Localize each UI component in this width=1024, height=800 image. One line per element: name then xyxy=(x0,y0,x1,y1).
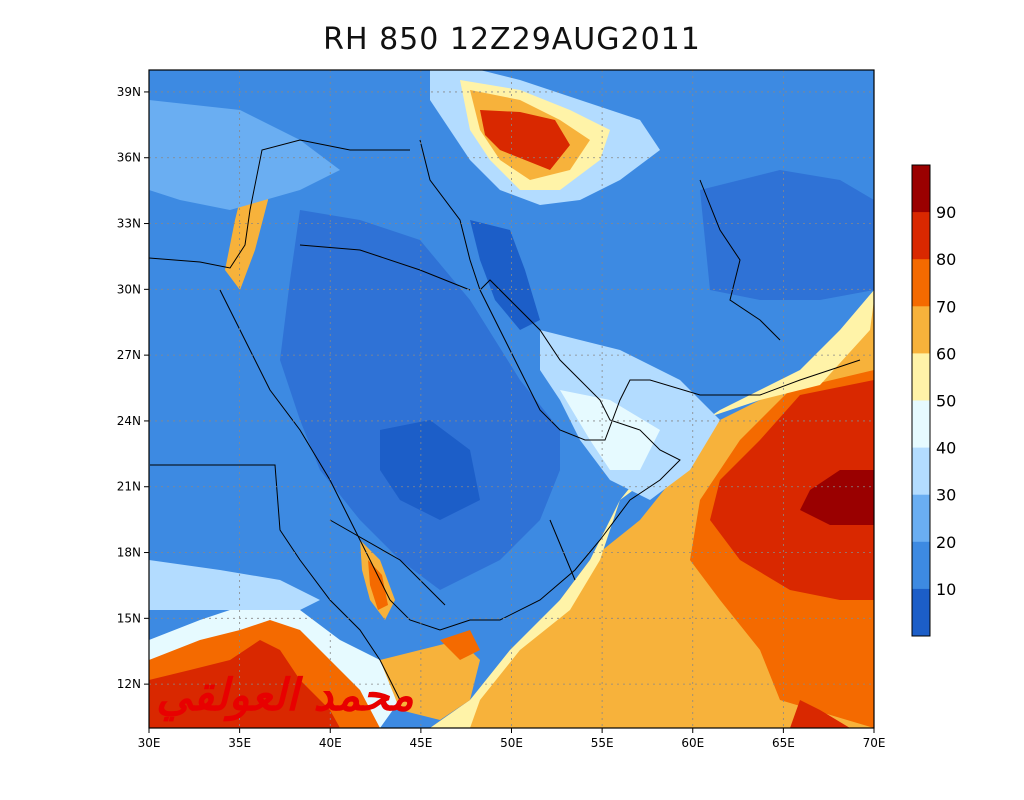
colorbar-swatch xyxy=(912,259,930,307)
x-tick-label: 30E xyxy=(138,736,161,750)
colorbar-label: 80 xyxy=(936,250,956,269)
y-tick-label: 15N xyxy=(117,611,141,625)
y-tick-label: 33N xyxy=(117,217,141,231)
y-tick-label: 30N xyxy=(117,282,141,296)
x-tick-label: 45E xyxy=(409,736,432,750)
colorbar-swatch xyxy=(912,588,930,637)
x-tick-label: 60E xyxy=(681,736,704,750)
colorbar-label: 50 xyxy=(936,392,956,411)
colorbar-label: 60 xyxy=(936,344,956,363)
y-axis: 39N 36N 33N 30N 27N 24N 21N 18N 15N 12N xyxy=(117,85,149,691)
colorbar-label: 90 xyxy=(936,203,956,222)
y-tick-label: 21N xyxy=(117,480,141,494)
colorbar-label: 30 xyxy=(936,486,956,505)
x-tick-label: 50E xyxy=(500,736,523,750)
colorbar-swatch xyxy=(912,541,930,590)
x-axis: 30E 35E 40E 45E 50E 55E 60E 65E 70E xyxy=(138,728,886,750)
y-tick-label: 27N xyxy=(117,348,141,362)
colorbar-swatch xyxy=(912,494,930,543)
colorbar-swatch xyxy=(912,447,930,496)
y-tick-label: 12N xyxy=(117,677,141,691)
colorbar-swatch xyxy=(912,353,930,401)
x-tick-label: 65E xyxy=(772,736,795,750)
chart-title: RH 850 12Z29AUG2011 xyxy=(323,22,701,57)
x-tick-label: 35E xyxy=(228,736,251,750)
grid xyxy=(149,70,874,728)
signature-watermark: محمد العولقي xyxy=(156,670,414,722)
colorbar-swatch xyxy=(912,212,930,260)
rh-field xyxy=(149,70,874,728)
x-tick-label: 40E xyxy=(319,736,342,750)
colorbar-label: 10 xyxy=(936,580,956,599)
x-tick-label: 55E xyxy=(591,736,614,750)
y-tick-label: 39N xyxy=(117,85,141,99)
y-tick-label: 36N xyxy=(117,151,141,165)
x-tick-label: 70E xyxy=(863,736,886,750)
colorbar-frame xyxy=(911,164,931,637)
colorbar-swatch xyxy=(912,306,930,354)
y-tick-label: 18N xyxy=(117,546,141,560)
colorbar: 90 80 70 60 50 40 30 20 10 xyxy=(911,164,956,637)
colorbar-label: 40 xyxy=(936,439,956,458)
colorbar-label: 70 xyxy=(936,297,956,316)
y-tick-label: 24N xyxy=(117,414,141,428)
coastlines xyxy=(149,139,861,701)
colorbar-swatch xyxy=(912,400,930,449)
colorbar-label: 20 xyxy=(936,533,956,552)
colorbar-swatch xyxy=(912,165,930,213)
